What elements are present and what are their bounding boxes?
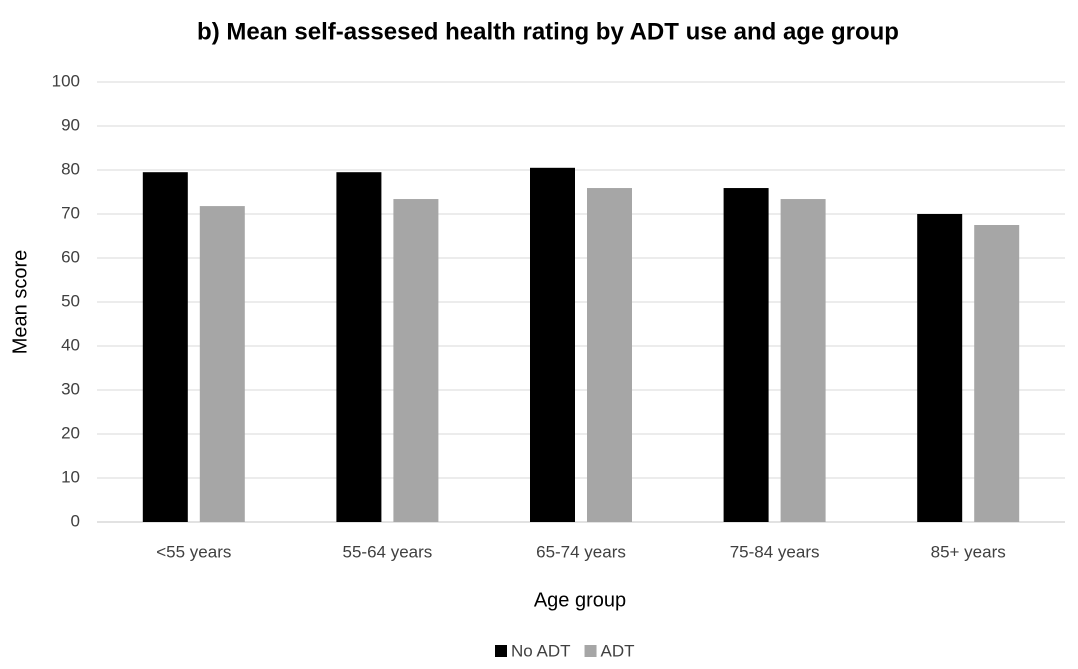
y-tick-label: 10 [61, 467, 80, 486]
x-tick-label: 55-64 years [343, 542, 433, 561]
legend-swatch [584, 645, 597, 657]
bar [142, 172, 188, 522]
bar [530, 167, 575, 523]
bar [587, 188, 632, 523]
y-axis-title: Mean score [9, 250, 31, 355]
legend-label: No ADT [511, 641, 571, 660]
y-tick-label: 20 [61, 423, 80, 442]
x-tick-label: 65-74 years [536, 542, 626, 561]
bar [336, 172, 382, 522]
y-tick-label: 100 [52, 71, 80, 90]
y-tick-label: 60 [61, 247, 80, 266]
legend-swatch [495, 645, 507, 657]
chart-title: b) Mean self-assesed health rating by AD… [197, 18, 899, 45]
y-tick-label: 90 [61, 115, 80, 134]
bar [723, 188, 769, 523]
bar [780, 199, 826, 523]
legend-label: ADT [601, 641, 635, 660]
y-tick-label: 80 [61, 159, 80, 178]
y-tick-label: 70 [61, 203, 80, 222]
y-tick-label: 50 [61, 291, 80, 310]
x-tick-label: <55 years [156, 542, 231, 561]
bar [974, 225, 1020, 522]
y-tick-label: 40 [61, 335, 80, 354]
x-tick-label: 75-84 years [730, 542, 820, 561]
y-tick-label: 0 [71, 511, 80, 530]
bar [917, 214, 963, 522]
x-tick-label: 85+ years [931, 542, 1006, 561]
y-tick-label: 30 [61, 379, 80, 398]
bar [199, 206, 245, 522]
bar [393, 199, 439, 523]
x-axis-title: Age group [534, 589, 626, 611]
